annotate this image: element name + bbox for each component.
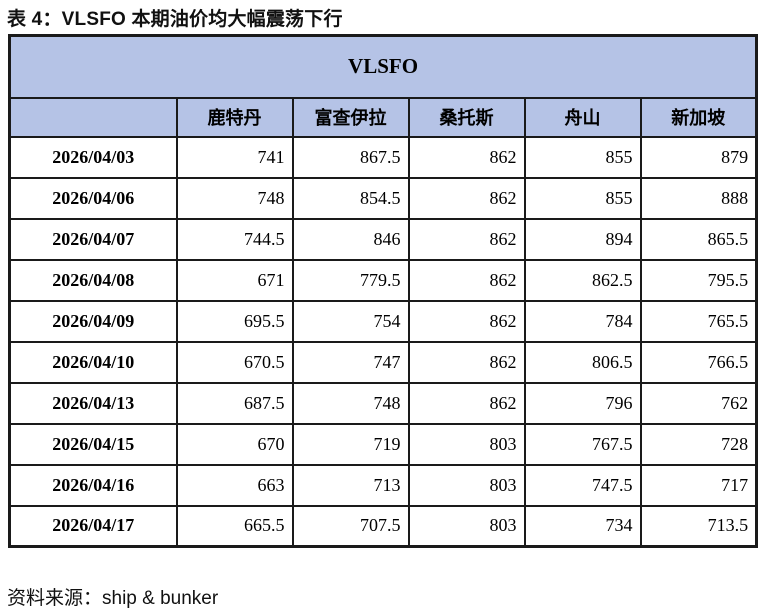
value-cell: 862.5	[523, 258, 642, 302]
value-cell: 670.5	[175, 340, 294, 384]
value-cell: 854.5	[291, 176, 410, 220]
value-cell: 865.5	[639, 217, 758, 261]
value-cell: 707.5	[291, 504, 410, 548]
vlsfo-price-table: VLSFO 鹿特丹 富查伊拉 桑托斯 舟山 新加坡 2026/04/03 741 867.5…	[8, 34, 759, 548]
value-cell: 879	[639, 135, 758, 179]
value-cell: 862	[407, 176, 526, 220]
column-header-cell: 鹿特丹	[175, 96, 294, 138]
date-cell: 2026/04/10	[8, 340, 178, 384]
value-cell: 687.5	[175, 381, 294, 425]
column-header-cell: 舟山	[523, 96, 642, 138]
value-cell: 862	[407, 299, 526, 343]
table-banner: VLSFO	[8, 34, 758, 99]
date-cell: 2026/04/09	[8, 299, 178, 343]
table-title: 表 4：VLSFO 本期油价均大幅震荡下行	[7, 9, 343, 30]
value-cell: 765.5	[639, 299, 758, 343]
date-cell: 2026/04/03	[8, 135, 178, 179]
value-cell: 888	[639, 176, 758, 220]
value-cell: 713	[291, 463, 410, 507]
value-cell: 796	[523, 381, 642, 425]
value-cell: 748	[175, 176, 294, 220]
value-cell: 719	[291, 422, 410, 466]
value-cell: 862	[407, 340, 526, 384]
value-cell: 767.5	[523, 422, 642, 466]
column-header-cell: 新加坡	[639, 96, 758, 138]
value-cell: 748	[291, 381, 410, 425]
date-cell: 2026/04/08	[8, 258, 178, 302]
date-cell: 2026/04/17	[8, 504, 178, 548]
table-row: 2026/04/17 665.5 707.5 803 734 713.5	[8, 504, 758, 548]
date-cell: 2026/04/13	[8, 381, 178, 425]
table-row: 2026/04/06 748 854.5 862 855 888	[8, 176, 758, 220]
value-cell: 846	[291, 217, 410, 261]
table-row: 2026/04/15 670 719 803 767.5 728	[8, 422, 758, 466]
value-cell: 803	[407, 504, 526, 548]
value-cell: 803	[407, 463, 526, 507]
value-cell: 803	[407, 422, 526, 466]
value-cell: 663	[175, 463, 294, 507]
value-cell: 665.5	[175, 504, 294, 548]
value-cell: 867.5	[291, 135, 410, 179]
value-cell: 779.5	[291, 258, 410, 302]
table-row: 2026/04/07 744.5 846 862 894 865.5	[8, 217, 758, 261]
column-header-row: 鹿特丹 富查伊拉 桑托斯 舟山 新加坡	[8, 96, 758, 138]
value-cell: 717	[639, 463, 758, 507]
value-cell: 862	[407, 258, 526, 302]
value-cell: 855	[523, 176, 642, 220]
column-header-cell: 桑托斯	[407, 96, 526, 138]
date-cell: 2026/04/15	[8, 422, 178, 466]
value-cell: 894	[523, 217, 642, 261]
value-cell: 747.5	[523, 463, 642, 507]
value-cell: 795.5	[639, 258, 758, 302]
value-cell: 713.5	[639, 504, 758, 548]
table-row: 2026/04/13 687.5 748 862 796 762	[8, 381, 758, 425]
value-cell: 762	[639, 381, 758, 425]
value-cell: 862	[407, 381, 526, 425]
value-cell: 671	[175, 258, 294, 302]
date-cell: 2026/04/16	[8, 463, 178, 507]
table-row: 2026/04/08 671 779.5 862 862.5 795.5	[8, 258, 758, 302]
value-cell: 862	[407, 217, 526, 261]
value-cell: 862	[407, 135, 526, 179]
date-cell: 2026/04/07	[8, 217, 178, 261]
value-cell: 784	[523, 299, 642, 343]
table-row: 2026/04/03 741 867.5 862 855 879	[8, 135, 758, 179]
corner-cell	[8, 96, 178, 138]
value-cell: 741	[175, 135, 294, 179]
source-note: 资料来源：ship & bunker	[7, 588, 219, 609]
value-cell: 744.5	[175, 217, 294, 261]
value-cell: 754	[291, 299, 410, 343]
date-cell: 2026/04/06	[8, 176, 178, 220]
value-cell: 855	[523, 135, 642, 179]
value-cell: 747	[291, 340, 410, 384]
table-row: 2026/04/09 695.5 754 862 784 765.5	[8, 299, 758, 343]
value-cell: 734	[523, 504, 642, 548]
table-row: 2026/04/16 663 713 803 747.5 717	[8, 463, 758, 507]
value-cell: 695.5	[175, 299, 294, 343]
banner-row: VLSFO	[8, 34, 758, 99]
table-row: 2026/04/10 670.5 747 862 806.5 766.5	[8, 340, 758, 384]
value-cell: 806.5	[523, 340, 642, 384]
column-header-cell: 富查伊拉	[291, 96, 410, 138]
value-cell: 670	[175, 422, 294, 466]
value-cell: 728	[639, 422, 758, 466]
table-body: 2026/04/03 741 867.5 862 855 879 2026/04/06 748…	[8, 135, 758, 548]
value-cell: 766.5	[639, 340, 758, 384]
